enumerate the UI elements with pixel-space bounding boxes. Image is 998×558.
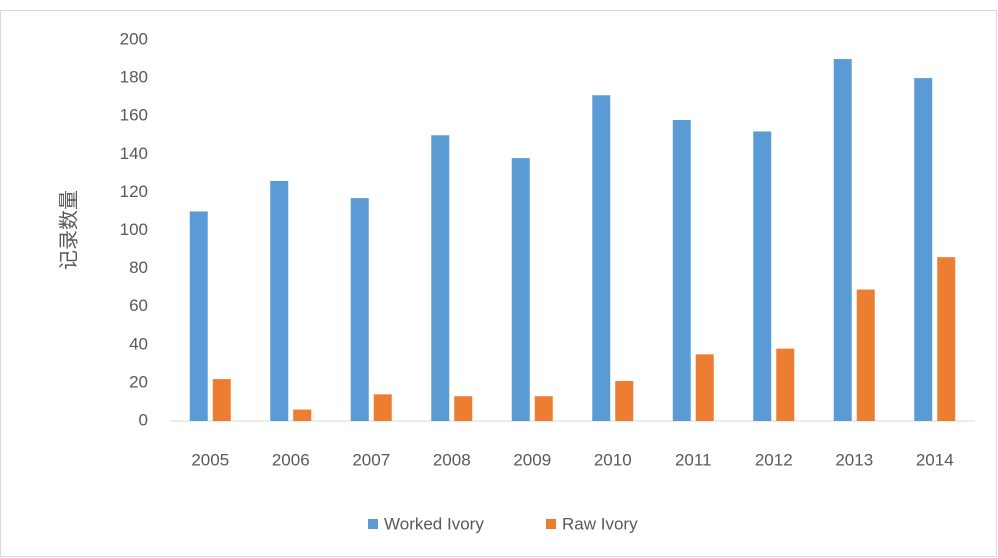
x-tick-label: 2009 xyxy=(513,450,551,469)
bar xyxy=(270,180,289,421)
x-tick-label: 2013 xyxy=(835,450,873,469)
y-tick-label: 0 xyxy=(139,410,148,429)
bar xyxy=(592,95,611,422)
y-tick-label: 60 xyxy=(129,296,148,315)
y-tick-label: 200 xyxy=(120,29,148,48)
bar xyxy=(189,211,208,421)
bar xyxy=(753,131,772,421)
bar xyxy=(293,409,312,421)
bar xyxy=(431,135,450,421)
bar xyxy=(914,78,933,421)
x-tick-label: 2007 xyxy=(352,450,390,469)
bar xyxy=(511,158,530,422)
x-tick-label: 2010 xyxy=(594,450,632,469)
legend-swatch xyxy=(368,519,378,529)
legend-label: Raw Ivory xyxy=(562,514,638,533)
y-tick-label: 40 xyxy=(129,334,148,353)
bar xyxy=(695,354,714,421)
bar xyxy=(454,396,473,421)
bar xyxy=(856,289,875,421)
y-tick-label: 120 xyxy=(120,182,148,201)
x-tick-label: 2014 xyxy=(916,450,954,469)
x-tick-label: 2012 xyxy=(755,450,793,469)
bar xyxy=(833,59,852,422)
y-tick-label: 100 xyxy=(120,220,148,239)
y-tick-label: 160 xyxy=(120,106,148,125)
x-tick-label: 2005 xyxy=(191,450,229,469)
bar xyxy=(615,380,634,421)
legend-label: Worked Ivory xyxy=(384,514,484,533)
bar xyxy=(373,394,392,421)
x-tick-label: 2008 xyxy=(433,450,471,469)
x-tick-label: 2011 xyxy=(675,450,712,469)
bar xyxy=(534,396,553,421)
x-tick-label: 2006 xyxy=(272,450,310,469)
bar xyxy=(776,348,795,421)
bar xyxy=(672,120,691,421)
y-tick-label: 80 xyxy=(129,258,148,277)
bar xyxy=(212,379,231,421)
y-tick-label: 180 xyxy=(120,68,148,87)
y-tick-label: 20 xyxy=(129,372,148,391)
bar xyxy=(937,257,956,421)
bar xyxy=(350,198,369,421)
y-tick-label: 140 xyxy=(120,144,148,163)
chart-border xyxy=(0,10,997,557)
y-axis-label: 记录数量 xyxy=(57,190,80,270)
legend-swatch xyxy=(546,519,556,529)
